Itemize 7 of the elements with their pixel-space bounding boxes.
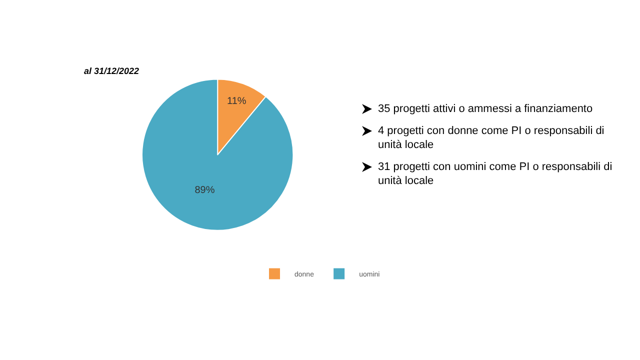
text: 31 progetti con uomini come PI o responsabili di unità locale <box>378 160 614 188</box>
data-label: 89% <box>194 184 215 196</box>
pie-slice <box>142 78 294 231</box>
data-label: 11% <box>227 96 246 108</box>
chart-subtitle: al 31/12/2022 <box>84 66 140 76</box>
text: 35 progetti attivi o ammessi a finanziamento <box>378 102 593 116</box>
text: 4 progetti con donne come PI o responsabili di unità locale <box>378 124 606 152</box>
